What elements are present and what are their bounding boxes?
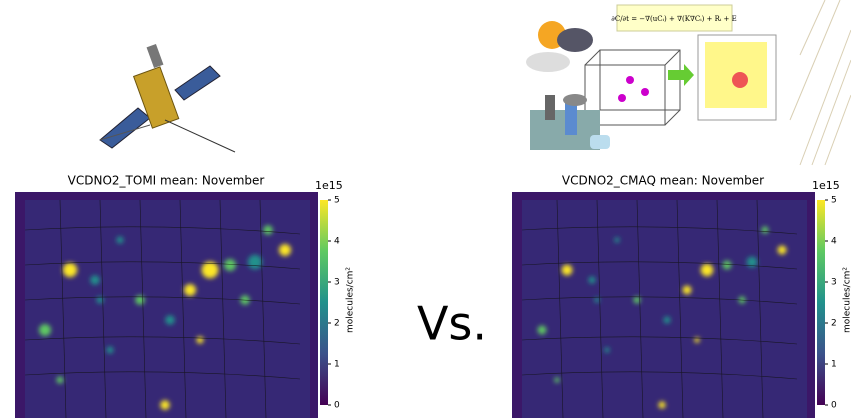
colorbar-tick-label: 0: [334, 401, 340, 411]
map-panel: VCDNO2_TOMI mean: November 1e15 molecules/…: [15, 174, 356, 418]
slide: ∂C/∂t = −∇(uCᵢ) + ∇(K∇Cᵢ) + Rᵢ + E Vs. V…: [0, 0, 851, 418]
hotspot: [160, 400, 170, 410]
hotspot: [39, 324, 51, 336]
hotspot: [663, 316, 670, 323]
hotspot: [263, 225, 273, 235]
satellite-illustration: [100, 44, 235, 152]
colorbar-tick-label: 1: [334, 360, 340, 370]
hotspot: [594, 297, 599, 302]
hotspot: [248, 255, 262, 269]
hotspot: [196, 336, 203, 343]
equation: ∂C/∂t = −∇(uCᵢ) + ∇(K∇Cᵢ) + Rᵢ + E: [611, 15, 737, 23]
colorbar-tick-label: 2: [334, 319, 340, 329]
hotspot: [658, 401, 665, 408]
hotspot: [63, 263, 77, 277]
hotspot: [279, 244, 291, 256]
map-panel: VCDNO2_CMAQ mean: November 1e15 molecules/…: [512, 174, 851, 418]
hotspot: [604, 347, 609, 352]
hotspot: [224, 259, 236, 271]
hotspot: [90, 275, 100, 285]
colorbar-tick-label: 5: [334, 196, 340, 206]
hotspot: [56, 376, 63, 383]
map: [15, 192, 318, 418]
colorbar-tick-label: 3: [334, 278, 340, 288]
colorbar-tick-label: 4: [831, 237, 837, 247]
hotspot: [723, 261, 732, 270]
hotspot: [778, 246, 787, 255]
hotspot: [202, 262, 219, 279]
hotspot: [588, 276, 595, 283]
hotspot: [116, 236, 123, 243]
colorbar-tick-label: 4: [334, 237, 340, 247]
hotspot: [165, 315, 175, 325]
hotspot: [184, 284, 196, 296]
map-title: VCDNO2_TOMI mean: November: [68, 174, 265, 188]
hotspot: [538, 326, 547, 335]
colorbar: [817, 200, 825, 405]
colorbar-exponent: 1e15: [315, 179, 343, 192]
colorbar-label: molecules/cm²: [346, 267, 356, 333]
hotspot: [683, 286, 692, 295]
hotspot: [761, 226, 768, 233]
hotspot: [614, 237, 619, 242]
hotspot: [562, 265, 573, 276]
map-title: VCDNO2_CMAQ mean: November: [562, 174, 764, 188]
colorbar-tick-label: 5: [831, 196, 837, 206]
cmaq-illustration: ∂C/∂t = −∇(uCᵢ) + ∇(K∇Cᵢ) + Rᵢ + E: [526, 5, 776, 150]
colorbar-tick-label: 0: [831, 401, 837, 411]
decoration: [790, 0, 851, 165]
hotspot: [106, 346, 113, 353]
map: [512, 192, 815, 418]
colorbar-tick-label: 1: [831, 360, 837, 370]
hotspot: [554, 377, 559, 382]
colorbar-tick-label: 3: [831, 278, 837, 288]
colorbar-exponent: 1e15: [812, 179, 840, 192]
colorbar-tick-label: 2: [831, 319, 837, 329]
separator: Vs.: [417, 297, 487, 351]
hotspot: [701, 264, 714, 277]
colorbar-label: molecules/cm²: [843, 267, 851, 333]
colorbar: [320, 200, 328, 405]
